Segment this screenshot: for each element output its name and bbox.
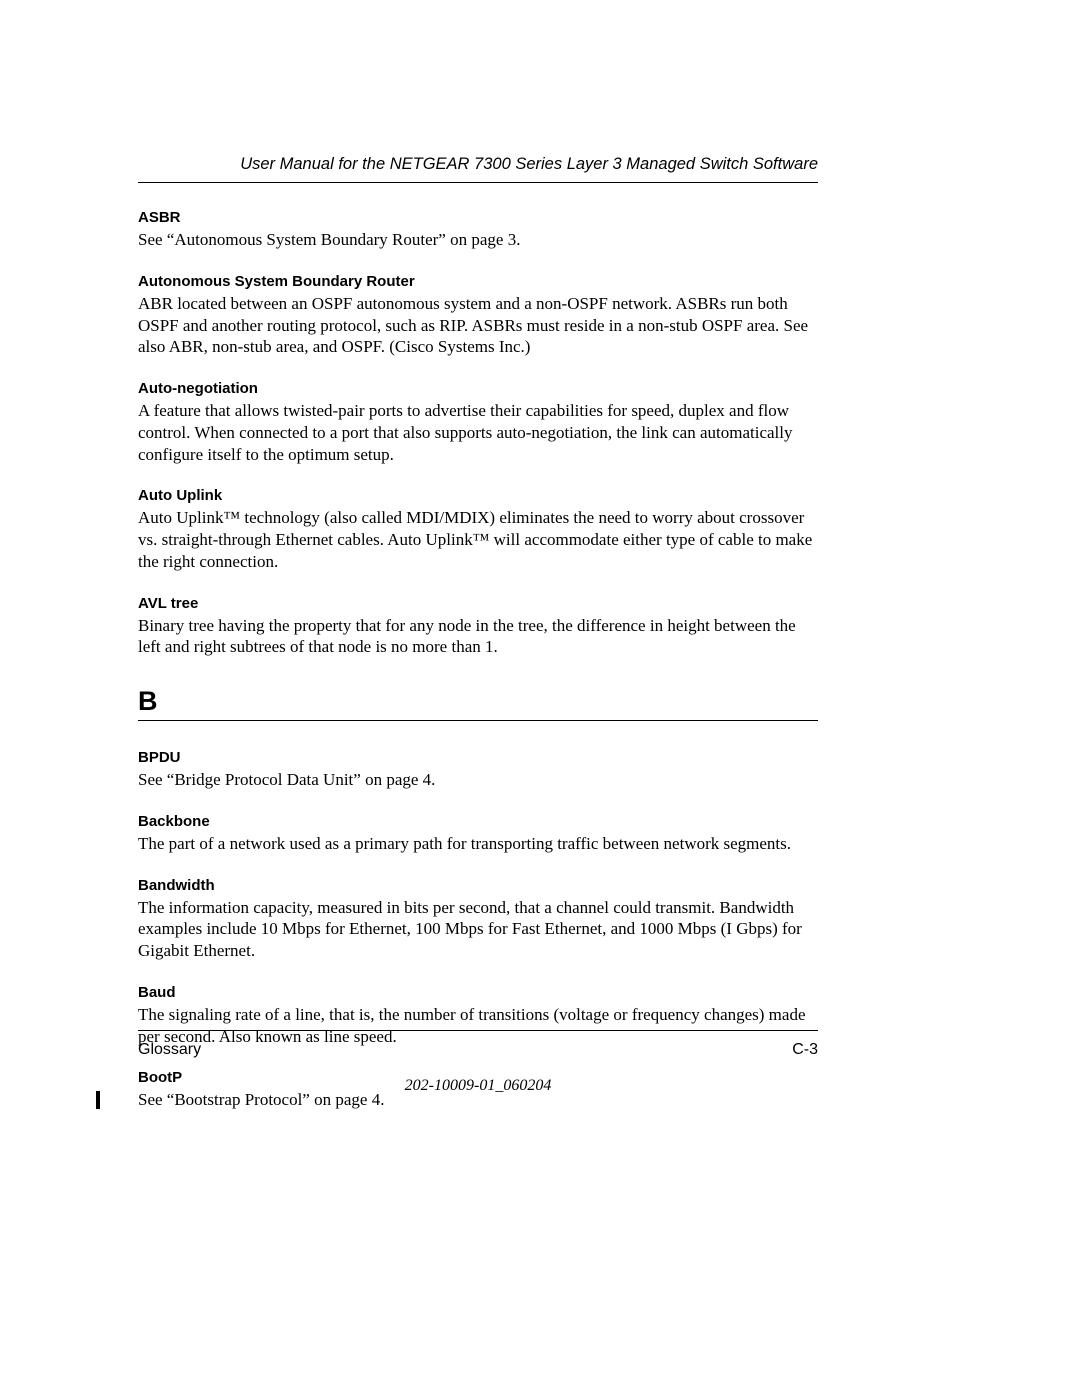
glossary-term: Backbone [138, 813, 818, 830]
glossary-term: Bandwidth [138, 877, 818, 894]
footer-section-name: Glossary [138, 1041, 201, 1059]
glossary-definition: Auto Uplink™ technology (also called MDI… [138, 507, 818, 572]
glossary-term: Autonomous System Boundary Router [138, 273, 818, 290]
glossary-definition: Binary tree having the property that for… [138, 615, 818, 659]
header-rule [138, 182, 818, 183]
glossary-entry: BPDU See “Bridge Protocol Data Unit” on … [138, 749, 818, 791]
glossary-entry: Auto-negotiation A feature that allows t… [138, 380, 818, 465]
glossary-term: Auto Uplink [138, 487, 818, 504]
glossary-entry: ASBR See “Autonomous System Boundary Rou… [138, 209, 818, 251]
running-header: User Manual for the NETGEAR 7300 Series … [138, 155, 818, 182]
glossary-term: BPDU [138, 749, 818, 766]
glossary-definition: See “Autonomous System Boundary Router” … [138, 229, 818, 251]
glossary-term: Baud [138, 984, 818, 1001]
section-rule [138, 720, 818, 721]
page-content: User Manual for the NETGEAR 7300 Series … [138, 155, 818, 1133]
glossary-term: ASBR [138, 209, 818, 226]
glossary-term: Auto-negotiation [138, 380, 818, 397]
glossary-definition: A feature that allows twisted-pair ports… [138, 400, 818, 465]
footer-doc-number: 202-10009-01_060204 [138, 1077, 818, 1095]
glossary-definition: The part of a network used as a primary … [138, 833, 818, 855]
glossary-term: AVL tree [138, 595, 818, 612]
footer-page-number: C-3 [792, 1041, 818, 1059]
glossary-definition: ABR located between an OSPF autonomous s… [138, 293, 818, 358]
glossary-entry: Auto Uplink Auto Uplink™ technology (als… [138, 487, 818, 572]
glossary-entry: Bandwidth The information capacity, meas… [138, 877, 818, 962]
footer-row: Glossary C-3 [138, 1041, 818, 1059]
section-heading: B [138, 686, 818, 717]
page-footer: Glossary C-3 202-10009-01_060204 [138, 1030, 818, 1095]
glossary-entry: Backbone The part of a network used as a… [138, 813, 818, 855]
glossary-entry: Autonomous System Boundary Router ABR lo… [138, 273, 818, 358]
glossary-entry: AVL tree Binary tree having the property… [138, 595, 818, 659]
change-bar-icon [96, 1091, 100, 1109]
footer-rule [138, 1030, 818, 1031]
glossary-definition: The information capacity, measured in bi… [138, 897, 818, 962]
glossary-definition: See “Bridge Protocol Data Unit” on page … [138, 769, 818, 791]
